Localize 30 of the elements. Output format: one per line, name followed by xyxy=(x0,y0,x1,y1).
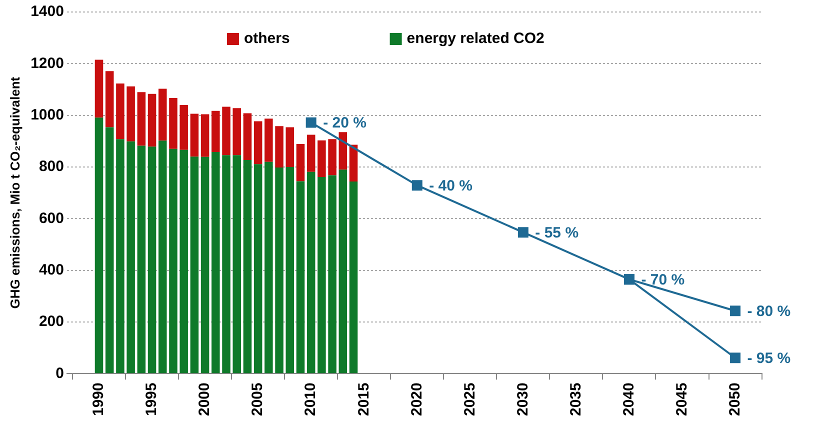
x-tick-label: 2005 xyxy=(249,382,266,416)
x-tick-label: 2030 xyxy=(514,382,532,416)
x-tick-label: 2035 xyxy=(567,382,584,416)
x-tick-label: 2015 xyxy=(355,382,372,416)
y-tick-label: 1400 xyxy=(30,3,64,20)
annotation: - 40 % xyxy=(429,177,472,194)
legend-label: energy related CO2 xyxy=(406,30,544,48)
annotation: - 20 % xyxy=(323,114,366,132)
x-tick-label: 1995 xyxy=(143,382,160,416)
y-tick-label: 1200 xyxy=(30,54,64,72)
legend-label: others xyxy=(244,30,290,48)
x-tick-label: 2040 xyxy=(620,382,638,416)
y-tick-label: 400 xyxy=(38,261,64,278)
x-tick-label: 2050 xyxy=(726,382,744,416)
annotation: - 95 % xyxy=(747,350,791,368)
x-tick-label: 2010 xyxy=(302,382,320,416)
x-tick-label: 2000 xyxy=(196,382,214,416)
y-tick-label: 800 xyxy=(38,158,64,176)
annotation: - 55 % xyxy=(535,224,579,242)
x-tick-label: 2025 xyxy=(461,382,478,416)
x-tick-label: 2045 xyxy=(673,382,690,416)
x-tick-label: 1990 xyxy=(90,382,108,416)
y-tick-label: 0 xyxy=(56,364,64,382)
x-tick-label: 2020 xyxy=(408,382,426,416)
annotation: - 70 % xyxy=(641,271,685,288)
y-tick-label: 600 xyxy=(38,210,64,227)
y-tick-label: 1000 xyxy=(30,106,64,124)
y-tick-label: 200 xyxy=(38,313,64,330)
annotation: - 80 % xyxy=(747,303,791,320)
y-axis-title: GHG emissions, Mio t CO₂-equivalent xyxy=(7,76,22,309)
